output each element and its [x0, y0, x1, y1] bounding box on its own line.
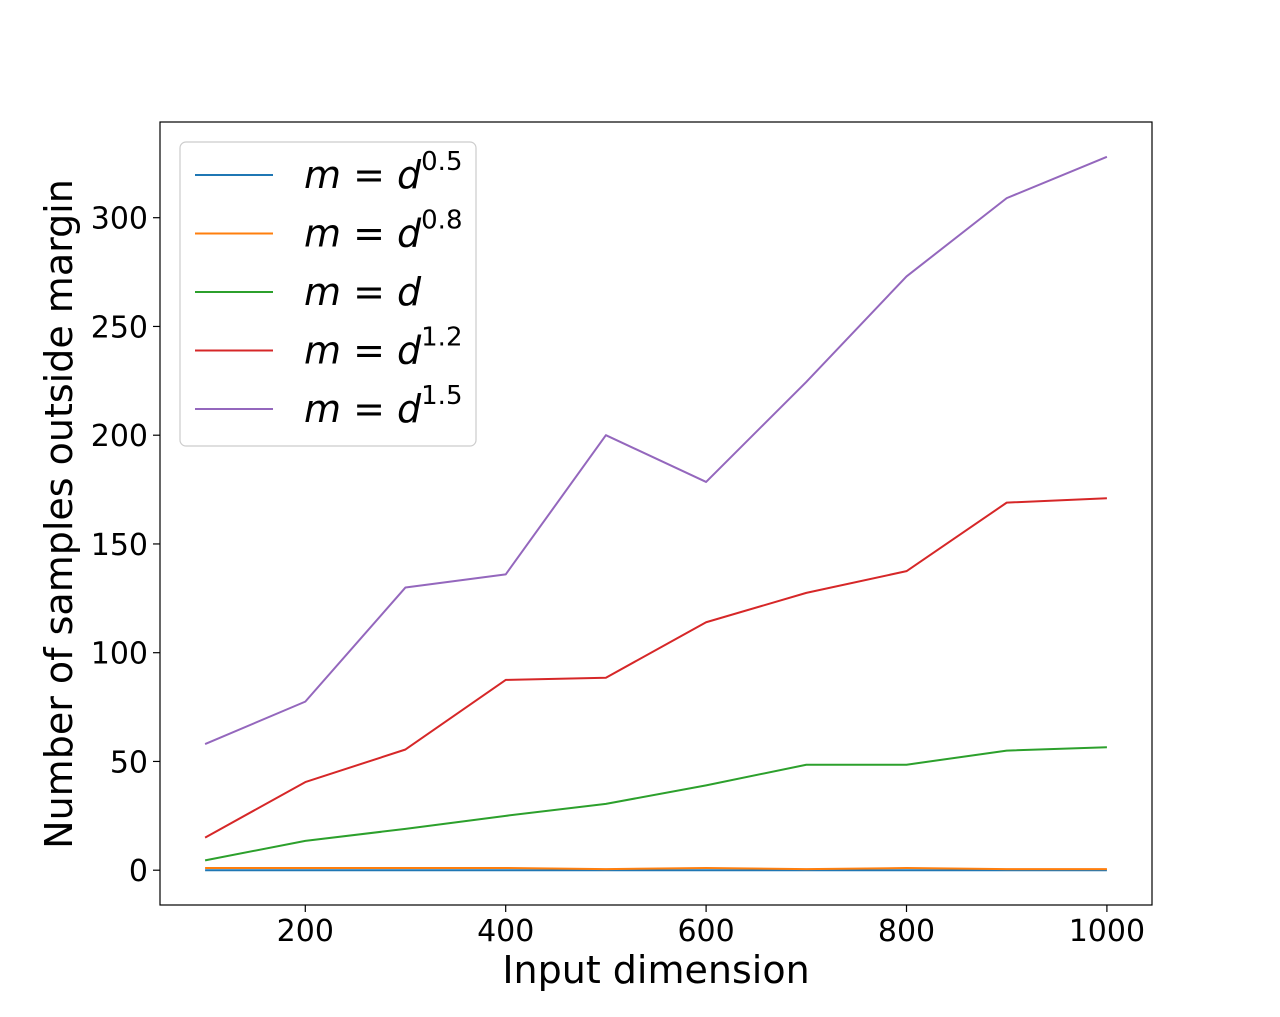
legend-label-5: m = d1.5 — [304, 381, 463, 431]
y-axis-ticks: 0 50 100 150 200 250 300 — [91, 202, 160, 889]
x-axis-ticks: 200 400 600 800 1000 — [277, 905, 1145, 949]
series-line-5 — [204, 155, 1108, 745]
y-tick-label: 200 — [91, 419, 148, 454]
legend-entries: m = d0.5m = d0.8m = dm = d1.2m = d1.5 — [195, 147, 463, 431]
series-line-3 — [204, 746, 1107, 862]
y-axis-label: Number of samples outside margin — [37, 179, 81, 849]
x-axis-label: Input dimension — [502, 948, 809, 992]
series-lines — [204, 155, 1108, 872]
legend-box — [179, 141, 477, 447]
x-tick-label: 600 — [677, 914, 734, 949]
y-tick-label: 150 — [91, 528, 148, 563]
series-line-2 — [205, 867, 1107, 871]
x-tick-label: 200 — [277, 914, 334, 949]
y-tick-label: 0 — [129, 854, 148, 889]
plot-frame — [159, 121, 1153, 906]
x-tick-label: 800 — [878, 914, 935, 949]
y-tick-label: 300 — [91, 202, 148, 237]
series-line-4 — [204, 497, 1107, 839]
y-tick-label: 250 — [91, 310, 148, 345]
x-tick-label: 400 — [477, 914, 534, 949]
y-tick-label: 100 — [91, 637, 148, 672]
legend-label-3: m = d — [304, 270, 422, 314]
legend: m = d0.5m = d0.8m = dm = d1.2m = d1.5 — [179, 141, 477, 447]
x-tick-label: 1000 — [1069, 914, 1145, 949]
y-tick-label: 50 — [110, 745, 148, 780]
